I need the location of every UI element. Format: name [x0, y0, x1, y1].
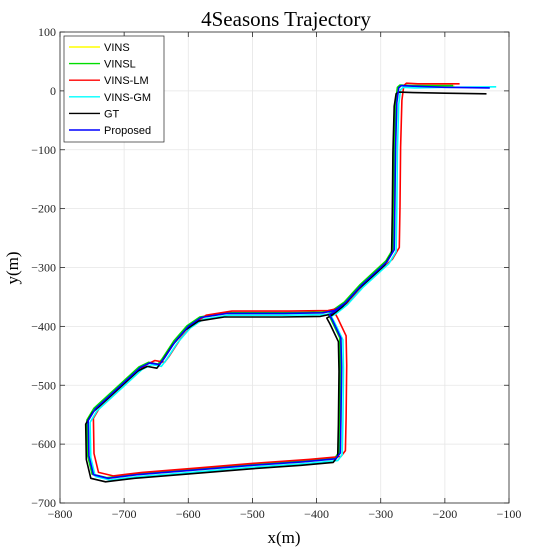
x-tick-label: −300 — [368, 507, 393, 521]
legend-box — [63, 35, 165, 143]
x-tick-label: −100 — [497, 507, 522, 521]
y-tick-label: 0 — [50, 84, 56, 98]
y-tick-label: −200 — [31, 202, 56, 216]
y-tick-label: −500 — [31, 378, 56, 392]
y-tick-label: −700 — [31, 496, 56, 510]
series-lines — [84, 82, 497, 483]
legend-label: GT — [104, 108, 120, 120]
x-tick-label: −600 — [176, 507, 201, 521]
y-tick-label: 100 — [38, 25, 56, 39]
y-tick-label: −300 — [31, 261, 56, 275]
y-tick-label: −100 — [31, 143, 56, 157]
y-axis-label: y(m) — [3, 251, 22, 284]
y-tick-label: −400 — [31, 319, 56, 333]
x-tick-label: −700 — [112, 507, 137, 521]
chart-title: 4Seasons Trajectory — [201, 7, 371, 31]
y-tick-label: −600 — [31, 437, 56, 451]
legend-label: VINS-LM — [104, 75, 149, 87]
x-tick-label: −400 — [304, 507, 329, 521]
legend-label: Proposed — [104, 125, 151, 137]
x-tick-label: −500 — [240, 507, 265, 521]
x-axis-label: x(m) — [267, 528, 300, 547]
legend-label: VINS-GM — [104, 92, 151, 104]
series-line-proposed — [87, 84, 490, 480]
x-tick-label: −800 — [48, 507, 73, 521]
x-tick-label: −200 — [432, 507, 457, 521]
legend: VINS VINSL VINS-LM VINS-GM GT Proposed — [63, 35, 165, 143]
legend-label: VINSL — [104, 59, 136, 71]
legend-label: VINS — [104, 42, 130, 54]
axis-ticks: −800 −700 −600 −500 −400 −300 −200 −1001000−100… — [31, 25, 521, 521]
series-line-vins-gm — [89, 86, 497, 481]
